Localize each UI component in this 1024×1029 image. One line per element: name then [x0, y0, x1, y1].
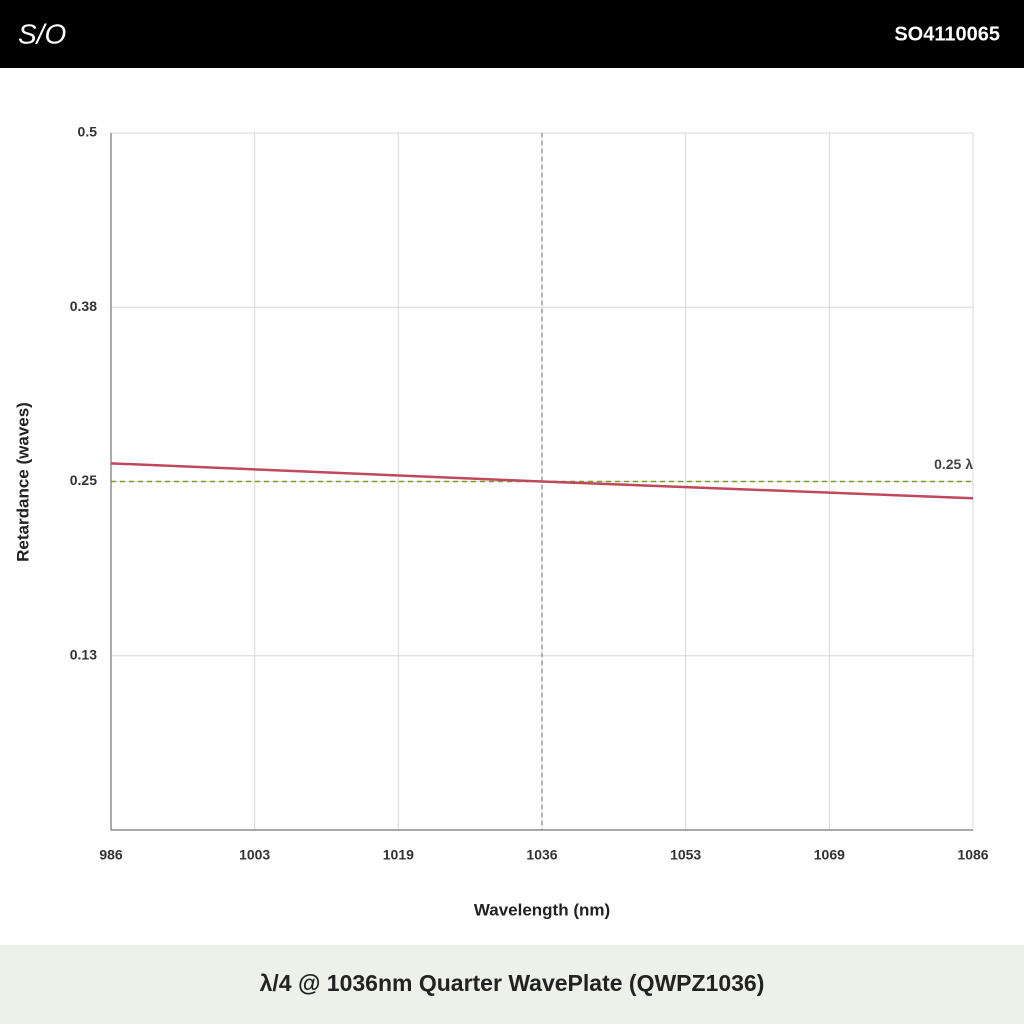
x-tick-label: 1053: [670, 847, 701, 863]
y-tick-label: 0.5: [78, 124, 98, 140]
x-tick-label: 1086: [957, 847, 988, 863]
x-axis-label: Wavelength (nm): [474, 900, 610, 919]
x-tick-label: 1036: [526, 847, 557, 863]
x-tick-label: 1019: [383, 847, 414, 863]
y-axis-label: Retardance (waves): [13, 402, 32, 562]
header-bar: [0, 0, 1024, 68]
footer-title: λ/4 @ 1036nm Quarter WavePlate (QWPZ1036…: [260, 970, 765, 996]
product-code: SO4110065: [894, 23, 1000, 45]
footer-bar: [0, 945, 1024, 1024]
logo: S/O: [18, 18, 66, 49]
x-tick-label: 1069: [814, 847, 845, 863]
x-tick-label: 1003: [239, 847, 270, 863]
data-line: [110, 462, 974, 500]
y-tick-label: 0.38: [70, 298, 97, 314]
y-tick-label: 0.25: [70, 472, 97, 488]
reference-label: 0.25 λ: [934, 456, 973, 472]
y-tick-label: 0.13: [70, 646, 97, 662]
x-tick-label: 986: [99, 847, 123, 863]
